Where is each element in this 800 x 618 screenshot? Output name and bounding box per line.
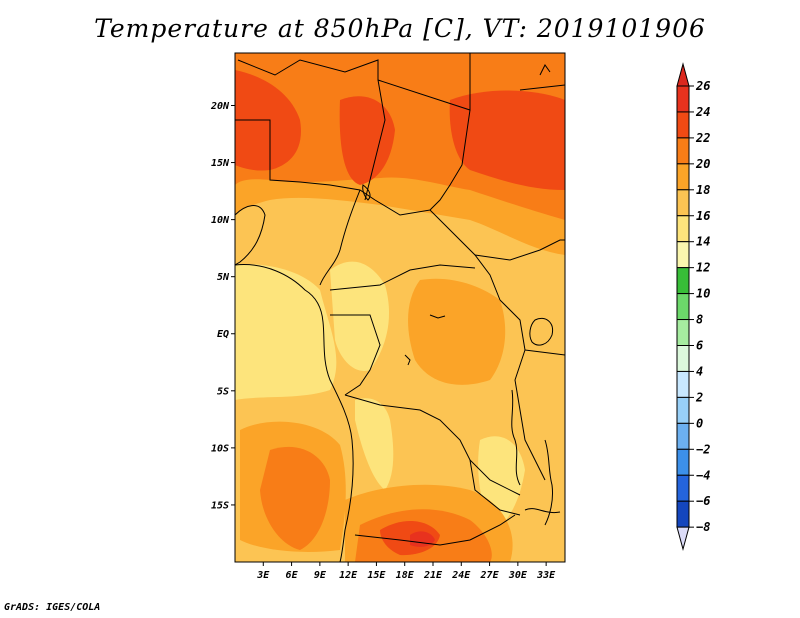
lon-label: 6E [286, 570, 299, 581]
boundary-drc-angola [344, 394, 521, 496]
colorbar-label: −2 [696, 442, 710, 456]
lat-label: 20N [210, 101, 230, 112]
boundary-zambia [469, 459, 521, 516]
lon-label: 3E [256, 570, 270, 581]
field-20-congo [408, 278, 506, 385]
colorbar-cell [676, 448, 690, 476]
lake-kariba [524, 508, 561, 514]
colorbar-cell [676, 137, 690, 165]
colorbar-cell [676, 111, 690, 139]
colorbar-cell [676, 267, 690, 295]
coastline-west-africa [235, 205, 266, 266]
boundary-nigeria-cameroon [319, 189, 361, 286]
boundary-gabon-congo [330, 314, 381, 396]
lon-label: 15E [367, 570, 386, 581]
lon-label: 33E [536, 570, 556, 581]
colorbar-cell [676, 474, 690, 502]
lon-label: 21E [423, 570, 443, 581]
colorbar-label: 4 [696, 364, 703, 378]
colorbar-cell [676, 189, 690, 217]
boundary-kenya [524, 349, 565, 356]
lon-label: 27E [480, 570, 500, 581]
boundary-sahara [237, 59, 386, 201]
colorbar-cell [676, 163, 690, 191]
lake-chad [362, 184, 371, 201]
latitude-axis: 20N 15N 10N 5N EQ 5S 10S 15S [210, 101, 235, 511]
lat-label: 15S [211, 500, 229, 511]
colorbar-label: 12 [696, 261, 710, 275]
lake-tanganyika [511, 389, 521, 486]
lon-label: 12E [339, 570, 358, 581]
boundary-chad-sudan [429, 109, 471, 211]
map-title: Temperature at 850hPa [C], VT: 201910190… [94, 14, 706, 43]
colorbar-label: 26 [695, 79, 710, 93]
colorbar-cell [676, 370, 690, 398]
colorbar-cell [676, 500, 690, 528]
congo-river-features [404, 314, 446, 366]
lat-label: EQ [217, 329, 229, 340]
colorbar-cell [676, 422, 690, 450]
lat-label: 5N [217, 272, 230, 283]
lake-victoria [529, 317, 554, 346]
colorbar-cell [676, 241, 690, 269]
field-22-southwest [260, 446, 330, 550]
lon-label: 24E [451, 570, 471, 581]
colorbar-label: −6 [696, 494, 710, 508]
field-16-south [355, 398, 394, 490]
colorbar-cell [676, 396, 690, 424]
colorbar-cell [676, 345, 690, 372]
colorbar-label: 20 [695, 157, 710, 171]
lon-label: 30E [508, 570, 528, 581]
boundary-east-africa [499, 299, 546, 481]
colorbar-label: 6 [696, 339, 703, 353]
country-boundaries [235, 53, 565, 562]
longitude-axis: 3E 6E 9E 12E 15E 18E 21E 24E 27E 30E 33E [256, 562, 556, 581]
lake-malawi [544, 439, 553, 526]
colorbar-cell [676, 215, 690, 243]
coastline-gulf-of-guinea [235, 264, 354, 562]
lon-label: 18E [396, 570, 415, 581]
coastline-red-sea [519, 64, 565, 91]
colorbar-bottom-triangle [676, 526, 690, 552]
grads-credit: GrADS: IGES/COLA [4, 602, 101, 613]
lat-label: 5S [217, 386, 229, 397]
colorbar-cell [676, 319, 690, 346]
boundary-car-south [329, 264, 476, 291]
field-24-chad [339, 96, 395, 185]
colorbar-label: 8 [696, 313, 703, 327]
boundary-south-sudan [474, 239, 565, 261]
map-frame [234, 52, 566, 563]
colorbar-top-triangle [676, 62, 690, 87]
colorbar-label: −4 [696, 468, 710, 482]
colorbar-label: 14 [696, 235, 710, 249]
colorbar-cell [676, 85, 690, 113]
field-26-south [410, 531, 435, 547]
field-16-west [235, 264, 337, 400]
colorbar-cell [676, 293, 690, 321]
boundary-angola-namibia [354, 514, 516, 546]
field-24-sudan [449, 90, 565, 190]
colorbar-label: 2 [695, 390, 703, 404]
lat-label: 15N [211, 158, 230, 169]
temperature-field [235, 53, 565, 562]
colorbar-label: 10 [696, 287, 710, 301]
colorbar-label: 16 [696, 209, 710, 223]
colorbar-label: 22 [695, 131, 710, 145]
colorbar-label: 0 [696, 416, 703, 430]
colorbar-label: −8 [696, 520, 710, 534]
lon-label: 9E [314, 570, 327, 581]
lat-label: 10S [211, 443, 229, 454]
lat-label: 10N [211, 215, 230, 226]
colorbar-label: 18 [696, 183, 710, 197]
boundary-car-north [374, 199, 501, 301]
colorbar-label: 24 [695, 105, 710, 119]
